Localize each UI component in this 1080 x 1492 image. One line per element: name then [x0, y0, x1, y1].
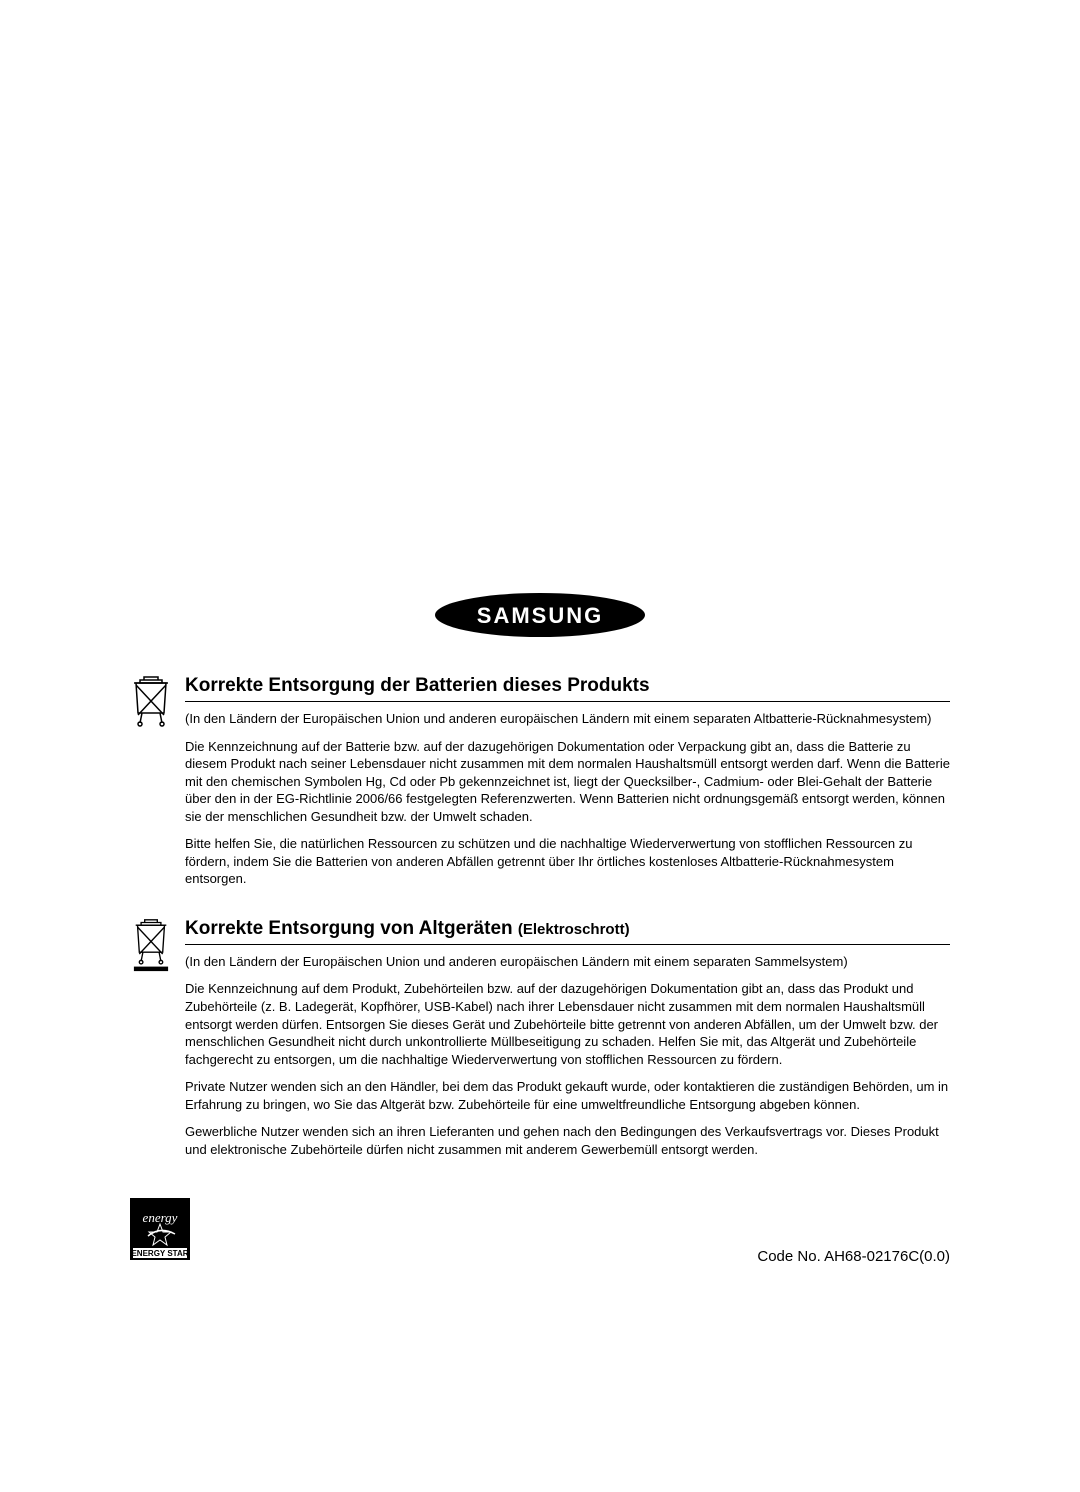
section-device-disposal: Korrekte Entsorgung von Altgeräten (Elek…: [130, 918, 950, 1168]
paragraph: Private Nutzer wenden sich an den Händle…: [185, 1078, 950, 1113]
section-title-battery: Korrekte Entsorgung der Batterien dieses…: [185, 675, 950, 702]
paragraph: (In den Ländern der Europäischen Union u…: [185, 953, 950, 971]
icon-column: [130, 675, 185, 898]
title-main: Korrekte Entsorgung von Altgeräten: [185, 918, 518, 939]
bottom-row: energy ENERGY STAR Code No. AH68-02176C(…: [130, 1188, 950, 1265]
energy-star-label: ENERGY STAR: [131, 1249, 188, 1258]
paragraph: (In den Ländern der Europäischen Union u…: [185, 710, 950, 728]
section-battery-disposal: Korrekte Entsorgung der Batterien dieses…: [130, 675, 950, 898]
paragraph: Bitte helfen Sie, die natürlichen Ressou…: [185, 835, 950, 888]
content-column: Korrekte Entsorgung von Altgeräten (Elek…: [185, 918, 950, 1168]
weee-bin-icon: [130, 675, 172, 729]
content-column: Korrekte Entsorgung der Batterien dieses…: [185, 675, 950, 898]
svg-text:energy: energy: [143, 1210, 178, 1225]
svg-text:SAMSUNG: SAMSUNG: [477, 603, 603, 628]
code-number: Code No. AH68-02176C(0.0): [757, 1248, 950, 1265]
title-sub: (Elektroschrott): [518, 921, 630, 938]
paragraph: Die Kennzeichnung auf der Batterie bzw. …: [185, 738, 950, 826]
section-title-device: Korrekte Entsorgung von Altgeräten (Elek…: [185, 918, 950, 945]
paragraph: Gewerbliche Nutzer wenden sich an ihren …: [185, 1123, 950, 1158]
samsung-logo: SAMSUNG: [430, 590, 650, 640]
energy-star-logo: energy ENERGY STAR: [130, 1198, 190, 1265]
page-content: SAMSUNG Korrekte Entsorgu: [130, 590, 950, 1265]
paragraph: Die Kennzeichnung auf dem Produkt, Zubeh…: [185, 980, 950, 1068]
weee-bin-icon: [130, 918, 172, 972]
logo-container: SAMSUNG: [130, 590, 950, 645]
icon-column: [130, 918, 185, 1168]
